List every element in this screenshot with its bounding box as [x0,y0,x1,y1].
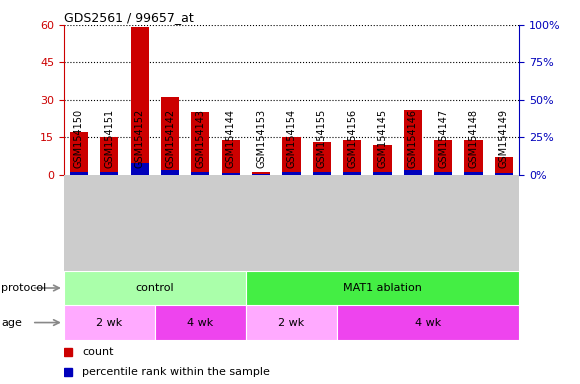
Bar [130,163,149,175]
Text: age: age [1,318,22,328]
Bar [161,170,179,175]
Bar [404,110,422,175]
Bar [130,27,149,175]
Text: control: control [136,283,174,293]
Bar [70,172,88,175]
Bar [100,172,118,175]
Text: GDS2561 / 99657_at: GDS2561 / 99657_at [64,11,194,24]
Bar [282,172,300,175]
Bar [337,305,519,340]
Bar [155,305,246,340]
Bar [434,172,452,175]
Bar [64,271,246,305]
Bar [465,140,483,175]
Bar [374,145,392,175]
Text: percentile rank within the sample: percentile rank within the sample [82,367,270,377]
Text: count: count [82,347,114,357]
Bar [434,140,452,175]
Bar [246,305,337,340]
Text: 4 wk: 4 wk [415,318,441,328]
Text: protocol: protocol [1,283,46,293]
Bar [161,97,179,175]
Bar [252,172,270,175]
Text: MAT1 ablation: MAT1 ablation [343,283,422,293]
Bar [222,173,240,175]
Bar [465,172,483,175]
Bar [495,157,513,175]
Bar [343,140,361,175]
Bar [282,137,300,175]
Bar [374,172,392,175]
Bar [191,172,209,175]
Bar [252,174,270,175]
Bar [100,137,118,175]
Bar [313,172,331,175]
Text: 4 wk: 4 wk [187,318,213,328]
Bar [343,172,361,175]
Text: 2 wk: 2 wk [96,318,122,328]
Bar [404,170,422,175]
Bar [246,271,519,305]
Bar [70,132,88,175]
Bar [222,140,240,175]
Bar [64,305,155,340]
Bar [191,112,209,175]
Bar [495,173,513,175]
Bar [313,142,331,175]
Text: 2 wk: 2 wk [278,318,304,328]
